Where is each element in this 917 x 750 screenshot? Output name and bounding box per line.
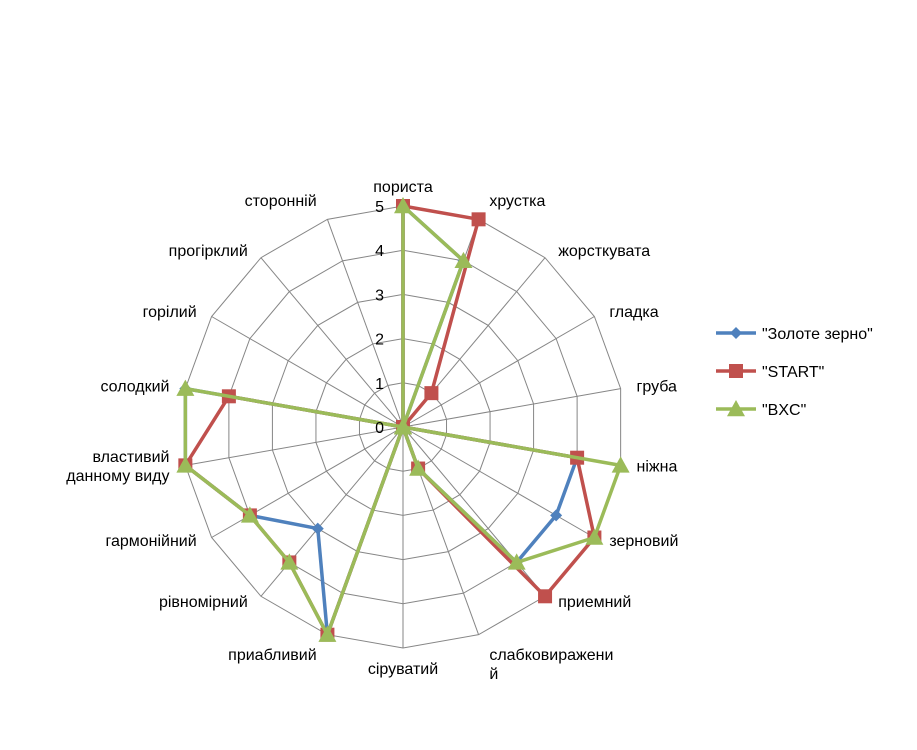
data-point (471, 212, 486, 227)
tick-label: 2 (375, 332, 384, 349)
legend-label: "Золоте зерно" (762, 326, 873, 343)
data-point (318, 625, 337, 642)
category-label-line: гармонійний (105, 533, 196, 550)
category-label: солодкий (100, 379, 169, 396)
category-label: зерновий (609, 533, 678, 550)
category-label: приабливий (228, 647, 317, 664)
radar-series (176, 197, 630, 642)
category-label: хрустка (489, 193, 545, 210)
tick-label: 1 (375, 376, 384, 393)
legend-marker (730, 327, 742, 339)
data-point (176, 456, 195, 473)
legend-marker (727, 400, 745, 417)
category-label-line: прогірклий (169, 243, 248, 260)
category-label-line: пориста (373, 179, 433, 196)
category-label-line: й (489, 666, 498, 683)
category-label: приемний (558, 594, 631, 611)
category-label: пориста (373, 179, 433, 196)
category-label-line: данному виду (66, 468, 169, 485)
category-label-line: ніжна (637, 458, 678, 475)
category-label-line: сторонній (245, 193, 317, 210)
legend-label: "BXC" (762, 402, 806, 419)
data-point (394, 197, 412, 214)
data-point (611, 456, 630, 473)
category-label: гладка (609, 304, 658, 321)
data-point (550, 509, 563, 522)
data-point (424, 386, 439, 401)
category-label-line: властивий (92, 449, 169, 466)
grid-spoke (402, 388, 621, 428)
grid-spoke (326, 219, 404, 428)
tick-label: 5 (375, 199, 384, 216)
category-labels: пориста хрустка жорсткувата гладка груба ніжн… (66, 179, 678, 683)
series-2 (178, 199, 602, 642)
category-label: груба (637, 379, 678, 396)
category-label: рівномірний (159, 594, 248, 611)
grid-spoke (260, 257, 404, 428)
data-point (240, 506, 259, 523)
data-point (311, 522, 324, 535)
data-point (280, 553, 299, 570)
legend-item: "START" (716, 364, 824, 381)
category-label-line: слабковиражени (489, 647, 613, 664)
category-label: прогірклий (169, 243, 248, 260)
category-label: горілий (143, 304, 197, 321)
grid-spoke (402, 316, 595, 428)
legend-item: "BXC" (716, 400, 806, 419)
category-label: ніжна (637, 458, 678, 475)
category-label-line: зерновий (609, 533, 678, 550)
legend-item: "Золоте зерно" (716, 326, 873, 343)
data-point (538, 589, 553, 604)
data-point (176, 379, 195, 396)
legend-marker (729, 364, 743, 378)
category-label: властивий данному виду (66, 449, 169, 485)
category-label-line: солодкий (100, 379, 169, 396)
category-label: сіруватий (368, 661, 438, 678)
category-label-line: рівномірний (159, 594, 248, 611)
grid-spoke (185, 426, 404, 466)
legend-label: "START" (762, 364, 824, 381)
data-point (454, 251, 473, 269)
tick-label: 3 (375, 287, 384, 304)
category-label-line: жорсткувата (558, 243, 650, 260)
category-label-line: хрустка (489, 193, 545, 210)
grid-spoke (211, 316, 404, 428)
data-point (409, 459, 428, 476)
category-label-line: сіруватий (368, 661, 438, 678)
category-label: сторонній (245, 193, 317, 210)
series-line (183, 204, 597, 637)
category-label-line: гладка (609, 304, 658, 321)
data-point (394, 418, 412, 435)
category-label: жорсткувата (558, 243, 650, 260)
radial-tick-labels: 0 1 2 3 4 5 (375, 199, 384, 437)
category-label: гармонійний (105, 533, 196, 550)
category-label: слабковиражени й (489, 647, 613, 683)
tick-label: 0 (375, 420, 384, 437)
series-3 (176, 197, 630, 642)
grid-spoke (402, 426, 595, 538)
data-point (585, 528, 604, 545)
category-label-line: приабливий (228, 647, 317, 664)
category-label-line: приемний (558, 594, 631, 611)
category-label-line: груба (637, 379, 678, 396)
tick-label: 4 (375, 243, 384, 260)
legend: "Золоте зерно" "START" "BXC" (716, 326, 873, 419)
category-label-line: горілий (143, 304, 197, 321)
data-point (507, 553, 526, 570)
